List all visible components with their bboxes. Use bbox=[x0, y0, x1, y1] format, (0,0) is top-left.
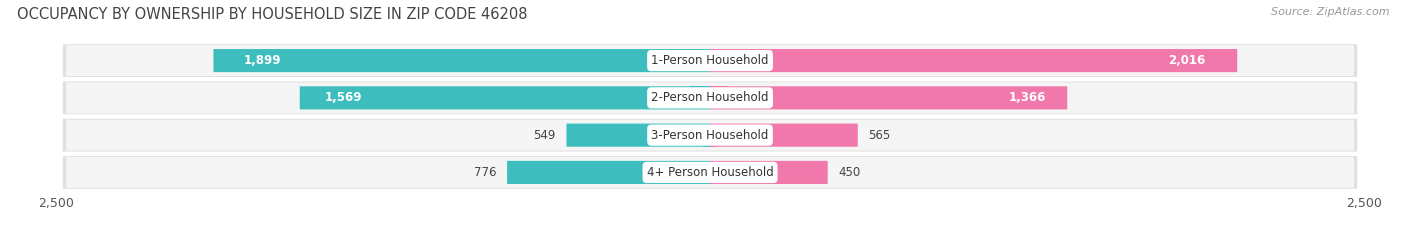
Bar bbox=[710, 86, 728, 110]
FancyBboxPatch shape bbox=[567, 123, 710, 147]
FancyBboxPatch shape bbox=[63, 156, 1357, 189]
Bar bbox=[685, 49, 710, 72]
Text: 776: 776 bbox=[474, 166, 496, 179]
FancyBboxPatch shape bbox=[66, 82, 1354, 113]
FancyBboxPatch shape bbox=[66, 45, 1354, 76]
FancyBboxPatch shape bbox=[63, 82, 1357, 114]
Bar bbox=[700, 161, 710, 184]
Text: 549: 549 bbox=[534, 129, 555, 142]
FancyBboxPatch shape bbox=[66, 120, 1354, 151]
Bar bbox=[710, 161, 716, 184]
Text: 1,569: 1,569 bbox=[325, 91, 361, 104]
Text: 1-Person Household: 1-Person Household bbox=[651, 54, 769, 67]
Text: 3-Person Household: 3-Person Household bbox=[651, 129, 769, 142]
Bar bbox=[710, 123, 717, 147]
Text: Source: ZipAtlas.com: Source: ZipAtlas.com bbox=[1271, 7, 1389, 17]
FancyBboxPatch shape bbox=[299, 86, 710, 110]
Text: 565: 565 bbox=[869, 129, 890, 142]
Text: 1,366: 1,366 bbox=[1008, 91, 1046, 104]
FancyBboxPatch shape bbox=[710, 123, 858, 147]
Bar bbox=[689, 86, 710, 110]
Text: OCCUPANCY BY OWNERSHIP BY HOUSEHOLD SIZE IN ZIP CODE 46208: OCCUPANCY BY OWNERSHIP BY HOUSEHOLD SIZE… bbox=[17, 7, 527, 22]
Text: 450: 450 bbox=[838, 166, 860, 179]
Text: 1,899: 1,899 bbox=[243, 54, 281, 67]
FancyBboxPatch shape bbox=[710, 49, 1237, 72]
FancyBboxPatch shape bbox=[508, 161, 710, 184]
FancyBboxPatch shape bbox=[214, 49, 710, 72]
Bar bbox=[703, 123, 710, 147]
FancyBboxPatch shape bbox=[710, 86, 1067, 110]
FancyBboxPatch shape bbox=[66, 157, 1354, 188]
FancyBboxPatch shape bbox=[63, 119, 1357, 151]
FancyBboxPatch shape bbox=[63, 44, 1357, 77]
Text: 2-Person Household: 2-Person Household bbox=[651, 91, 769, 104]
Text: 4+ Person Household: 4+ Person Household bbox=[647, 166, 773, 179]
Bar bbox=[710, 49, 737, 72]
Text: 2,016: 2,016 bbox=[1168, 54, 1205, 67]
FancyBboxPatch shape bbox=[710, 161, 828, 184]
